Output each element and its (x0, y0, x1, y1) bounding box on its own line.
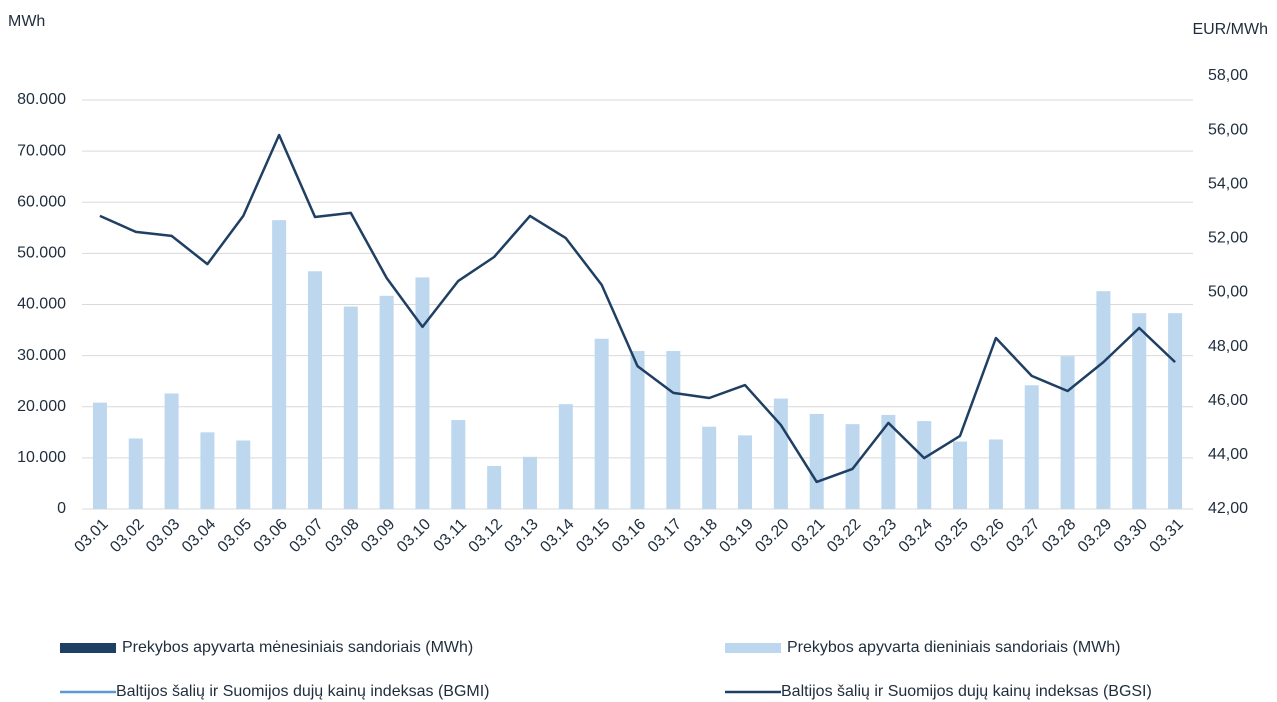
bar (773, 398, 788, 509)
y2-tick-label: 52,00 (1208, 230, 1248, 247)
y2-tick-label: 54,00 (1208, 175, 1248, 192)
x-tick-label: 03.13 (501, 516, 541, 556)
x-tick-label: 03.12 (466, 516, 506, 556)
bar (343, 306, 358, 509)
x-tick-label: 03.31 (1147, 516, 1187, 556)
x-tick-label: 03.14 (537, 516, 577, 556)
x-tick-label: 03.04 (179, 516, 219, 556)
bar (451, 420, 466, 509)
bar (128, 438, 143, 509)
bar (558, 404, 573, 509)
legend-label: Baltijos šalių ir Suomijos dujų kainų in… (781, 683, 1152, 700)
bar (917, 421, 932, 509)
y-tick-label: 30.000 (17, 347, 66, 364)
x-tick-label: 03.08 (322, 516, 362, 556)
x-tick-label: 03.16 (609, 516, 649, 556)
x-tick-label: 03.29 (1075, 516, 1115, 556)
bar (738, 435, 753, 509)
x-tick-label: 03.23 (860, 516, 900, 556)
x-tick-label: 03.21 (788, 516, 828, 556)
y2-tick-label: 58,00 (1208, 67, 1248, 84)
x-tick-label: 03.05 (215, 516, 255, 556)
x-tick-label: 03.11 (431, 516, 471, 556)
x-tick-label: 03.20 (752, 516, 792, 556)
y2-tick-label: 42,00 (1208, 500, 1248, 517)
legend-swatch (725, 643, 781, 653)
bar (415, 277, 430, 509)
bar (666, 351, 681, 509)
legend-swatch (60, 643, 116, 653)
bar (630, 351, 645, 509)
y-tick-label: 20.000 (17, 398, 66, 415)
legend-label: Baltijos šalių ir Suomijos dujų kainų in… (116, 683, 489, 700)
bar (92, 402, 107, 509)
x-tick-label: 03.01 (71, 516, 111, 556)
x-tick-label: 03.15 (573, 516, 613, 556)
x-tick-label: 03.27 (1003, 516, 1043, 556)
y2-tick-label: 44,00 (1208, 446, 1248, 463)
line (99, 133, 1176, 484)
bar (1060, 356, 1075, 509)
x-tick-label: 03.06 (251, 516, 291, 556)
bar (522, 456, 537, 509)
legend-label: Prekybos apyvarta dieniniais sandoriais … (787, 639, 1120, 656)
bar (881, 414, 896, 509)
x-tick-label: 03.07 (286, 516, 326, 556)
y2-axis-label: EUR/MWh (1192, 21, 1268, 38)
y-axis-label: MWh (8, 13, 45, 30)
bar (594, 338, 609, 509)
bar (164, 393, 179, 509)
x-tick-label: 03.18 (681, 516, 721, 556)
bar (702, 426, 717, 509)
legend-label: Prekybos apyvarta mėnesiniais sandoriais… (122, 639, 473, 656)
x-tick-label: 03.10 (394, 516, 434, 556)
bar (845, 424, 860, 509)
x-tick-label: 03.19 (716, 516, 756, 556)
y-tick-label: 40.000 (17, 296, 66, 313)
bar (809, 413, 824, 509)
bar (379, 295, 394, 509)
bar (953, 441, 968, 509)
x-tick-label: 03.30 (1111, 516, 1151, 556)
x-tick-label: 03.24 (896, 516, 936, 556)
y-tick-label: 10.000 (17, 449, 66, 466)
y-tick-label: 60.000 (17, 193, 66, 210)
y2-tick-label: 48,00 (1208, 338, 1248, 355)
bar (988, 439, 1003, 509)
y2-tick-label: 50,00 (1208, 284, 1248, 301)
bar (307, 271, 322, 509)
x-tick-label: 03.09 (358, 516, 398, 556)
y-tick-label: 0 (57, 500, 66, 517)
y-tick-label: 50.000 (17, 245, 66, 262)
x-tick-label: 03.03 (143, 516, 183, 556)
bar (1168, 313, 1183, 509)
y2-tick-label: 46,00 (1208, 392, 1248, 409)
bar (1132, 313, 1147, 509)
x-tick-label: 03.25 (932, 516, 972, 556)
y2-tick-label: 56,00 (1208, 121, 1248, 138)
y-tick-label: 70.000 (17, 142, 66, 159)
bar (1024, 385, 1039, 509)
bar (200, 432, 215, 509)
bar (1096, 291, 1111, 509)
x-tick-label: 03.28 (1039, 516, 1079, 556)
x-tick-label: 03.22 (824, 516, 864, 556)
x-tick-label: 03.17 (645, 516, 685, 556)
x-tick-label: 03.26 (967, 516, 1007, 556)
bar (236, 440, 251, 509)
bar (272, 220, 287, 510)
y-tick-label: 80.000 (17, 91, 66, 108)
x-tick-label: 03.02 (107, 516, 147, 556)
bar (487, 466, 502, 509)
